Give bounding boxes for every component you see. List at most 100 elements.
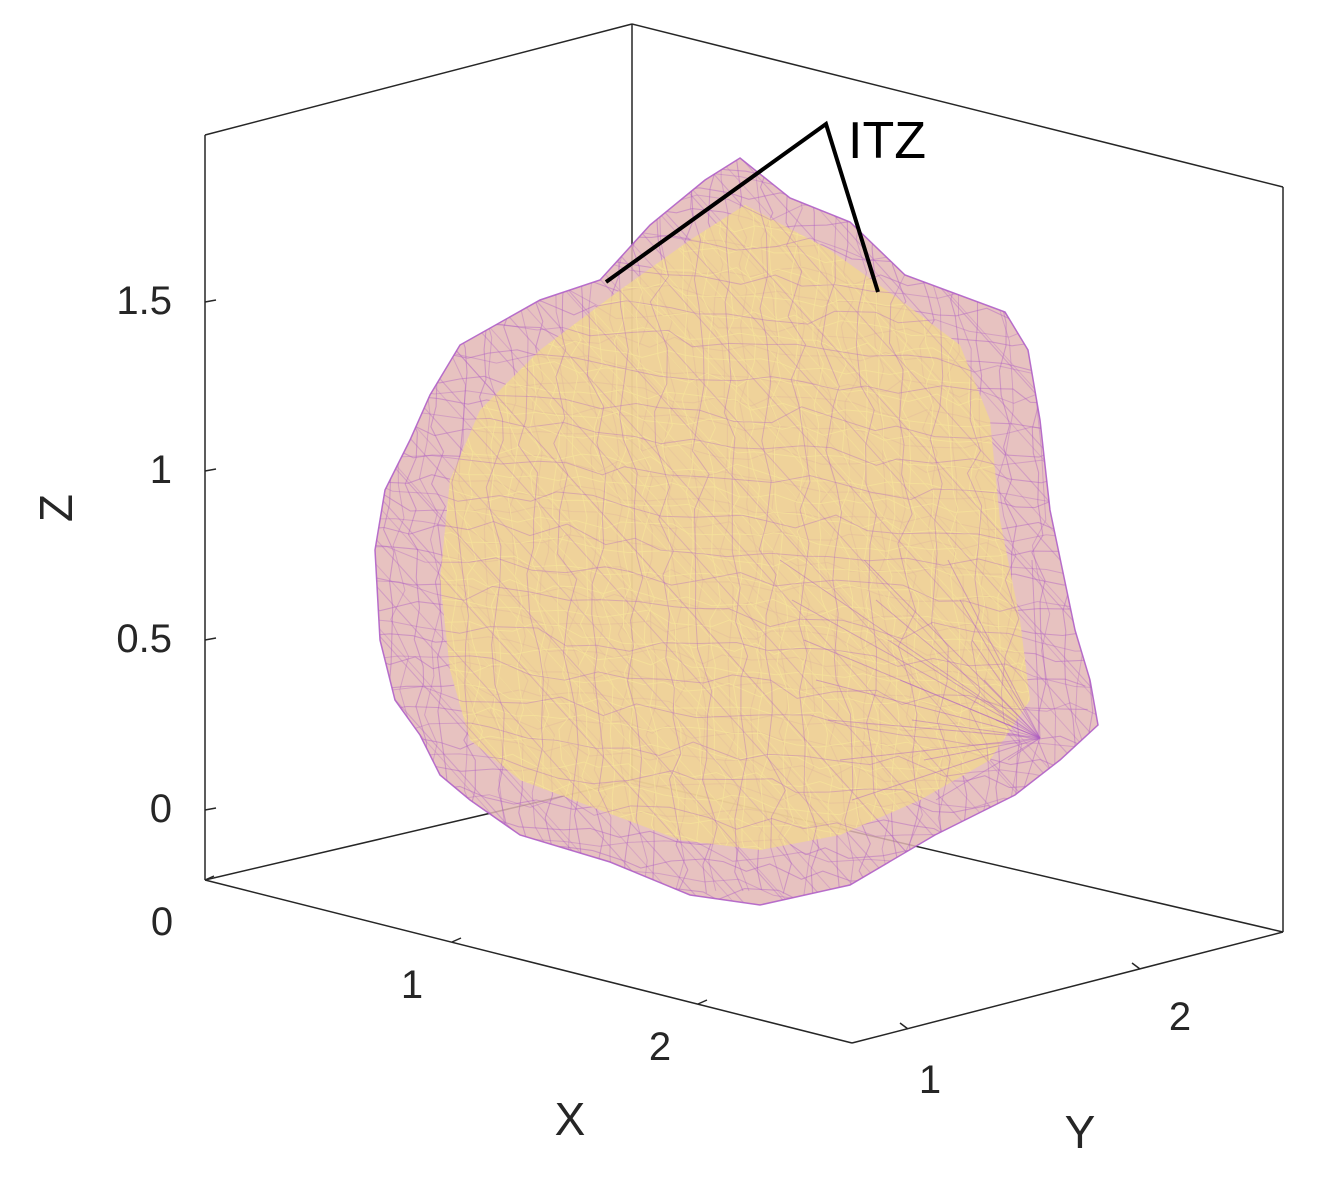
mesh-line — [440, 205, 718, 850]
mesh-line — [375, 716, 1098, 785]
mesh-line — [817, 158, 855, 896]
itz-annotation: ITZ — [604, 112, 926, 293]
z-axis: 0 0.5 1 1.5 Z — [30, 279, 217, 831]
mesh-line — [375, 678, 1098, 748]
x-tick-label: 0 — [151, 900, 173, 944]
mesh-line — [375, 751, 1098, 825]
mesh-line — [375, 158, 382, 884]
mesh-line — [744, 205, 770, 850]
mesh-line — [689, 158, 718, 892]
mesh-line — [720, 158, 750, 892]
mesh-line — [1031, 559, 1041, 739]
mesh-line — [440, 205, 789, 850]
mesh-line — [0, 140, 260, 920]
mesh-line — [440, 612, 1030, 682]
mesh-line — [440, 205, 1000, 850]
mesh-line — [440, 506, 1030, 571]
mesh-line — [375, 158, 635, 905]
mesh-line — [440, 205, 930, 850]
mesh-line — [756, 158, 1098, 905]
mesh-line — [815, 679, 1041, 739]
mesh-line — [440, 205, 683, 850]
mesh-line — [375, 158, 859, 905]
mesh-line — [855, 158, 891, 888]
z-tick-label: 0 — [150, 787, 172, 831]
mesh-line — [440, 205, 859, 850]
mesh-line — [1069, 158, 1098, 892]
mesh-line — [702, 158, 1098, 905]
mesh-line — [650, 205, 1030, 850]
z-tick-label: 1.5 — [116, 279, 172, 323]
mesh-line — [440, 545, 1030, 610]
mesh-line — [654, 205, 684, 850]
mesh-line — [646, 158, 685, 890]
mesh-line — [959, 599, 1041, 739]
mesh-line — [440, 417, 1030, 481]
mesh-line — [779, 559, 1041, 739]
z-tick-mark — [204, 807, 217, 811]
inner-particle-surface — [440, 205, 1030, 850]
mesh-line — [440, 682, 1030, 742]
mesh-line — [923, 737, 1041, 761]
mesh-line — [0, 140, 369, 920]
mesh-line — [440, 524, 1030, 592]
mesh-line — [440, 634, 1030, 695]
mesh-line — [1007, 737, 1041, 761]
z-tick-mark — [204, 637, 217, 641]
z-tick-mark — [204, 468, 217, 472]
mesh-line — [1051, 143, 1080, 908]
mesh-line — [440, 205, 965, 850]
mesh-line — [673, 205, 706, 850]
mesh-line — [375, 518, 1098, 576]
mesh-line — [1144, 140, 1318, 920]
mesh-line — [0, 140, 436, 920]
mesh-line — [375, 158, 914, 905]
y-tick-label: 1 — [919, 1058, 941, 1102]
mesh-line — [983, 679, 1041, 739]
mesh-line — [440, 657, 1030, 721]
mesh-line — [791, 599, 1041, 739]
axes-front-edges — [204, 879, 1284, 1044]
mesh-line — [375, 158, 427, 905]
mesh-line — [721, 205, 1030, 850]
mesh-line — [1099, 140, 1318, 920]
mesh-line — [440, 205, 894, 850]
mesh-line — [971, 639, 1041, 739]
x-axis: 0 1 2 X — [151, 875, 708, 1145]
x-tick-label: 1 — [401, 963, 423, 1007]
mesh-line — [375, 158, 805, 905]
mesh-line — [765, 158, 1098, 905]
mesh-line — [375, 454, 1098, 507]
mesh-line — [375, 158, 587, 905]
mesh-line — [440, 482, 1030, 549]
x-tick-mark — [697, 999, 708, 1005]
mesh-line — [375, 338, 1098, 418]
mesh-line — [375, 374, 1098, 439]
mesh-line — [375, 617, 1098, 690]
itz-annotation-label: ITZ — [848, 112, 926, 170]
mesh-line — [545, 205, 1030, 850]
mesh-line — [440, 565, 1030, 632]
mesh-line — [863, 559, 1041, 739]
mesh-line — [375, 158, 594, 905]
y-tick-label: 2 — [1169, 995, 1191, 1039]
mesh-line — [612, 158, 648, 887]
itz-particle-surface — [0, 140, 1318, 920]
y-axis-label: Y — [1065, 1106, 1096, 1158]
mesh-line — [686, 205, 1030, 850]
z-axis-label: Z — [30, 494, 82, 522]
mesh-line — [615, 205, 1030, 850]
mesh-line — [375, 546, 1098, 612]
x-axis-label: X — [555, 1093, 586, 1145]
mesh-line — [911, 719, 1041, 739]
mesh-line — [440, 699, 1030, 768]
mesh-line — [538, 158, 1098, 905]
z-tick-label: 0.5 — [116, 617, 172, 661]
mesh-line — [375, 158, 696, 905]
mesh-line — [803, 639, 1041, 739]
mesh-line — [839, 737, 1041, 761]
mesh-line — [784, 205, 814, 850]
mesh-line — [440, 436, 1030, 502]
mesh-line — [851, 737, 1041, 801]
mesh-line — [440, 205, 824, 850]
